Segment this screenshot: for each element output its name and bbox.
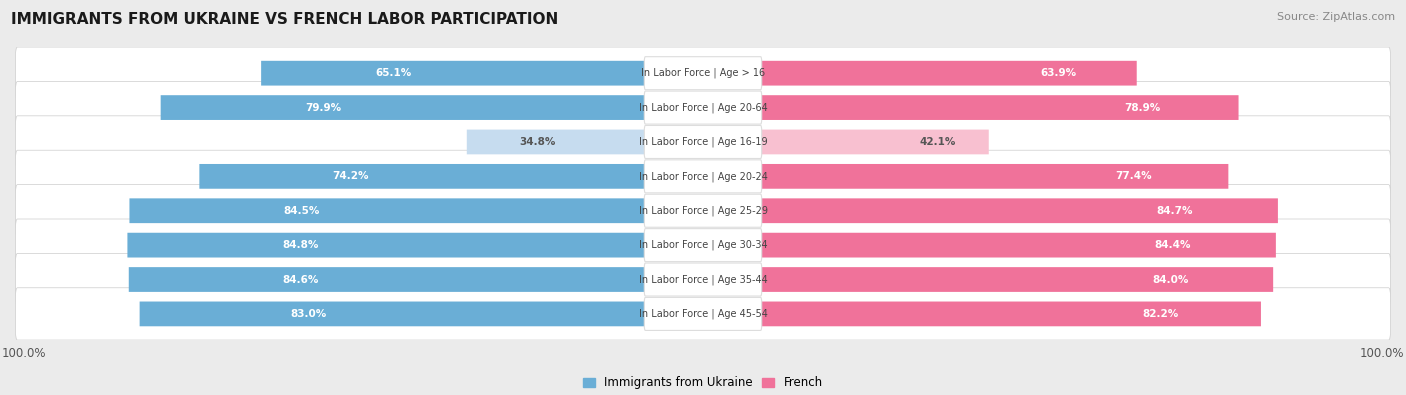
Text: 77.4%: 77.4% (1115, 171, 1152, 181)
Text: 82.2%: 82.2% (1143, 309, 1178, 319)
Text: In Labor Force | Age 35-44: In Labor Force | Age 35-44 (638, 274, 768, 285)
Text: 84.6%: 84.6% (283, 275, 319, 284)
FancyBboxPatch shape (200, 164, 703, 189)
FancyBboxPatch shape (703, 61, 1136, 86)
FancyBboxPatch shape (15, 219, 1391, 271)
FancyBboxPatch shape (703, 267, 1274, 292)
FancyBboxPatch shape (703, 301, 1261, 326)
FancyBboxPatch shape (467, 130, 703, 154)
Text: In Labor Force | Age 30-34: In Labor Force | Age 30-34 (638, 240, 768, 250)
Text: 74.2%: 74.2% (332, 171, 368, 181)
Text: In Labor Force | Age 45-54: In Labor Force | Age 45-54 (638, 308, 768, 319)
Text: 79.9%: 79.9% (305, 103, 342, 113)
FancyBboxPatch shape (644, 126, 762, 158)
FancyBboxPatch shape (703, 95, 1239, 120)
FancyBboxPatch shape (128, 233, 703, 258)
FancyBboxPatch shape (644, 263, 762, 296)
Text: 84.5%: 84.5% (284, 206, 319, 216)
Text: 78.9%: 78.9% (1123, 103, 1160, 113)
FancyBboxPatch shape (644, 194, 762, 227)
FancyBboxPatch shape (15, 150, 1391, 203)
Text: 42.1%: 42.1% (920, 137, 956, 147)
Text: 84.0%: 84.0% (1153, 275, 1188, 284)
FancyBboxPatch shape (644, 297, 762, 330)
Text: In Labor Force | Age 20-24: In Labor Force | Age 20-24 (638, 171, 768, 182)
FancyBboxPatch shape (160, 95, 703, 120)
Text: 65.1%: 65.1% (375, 68, 412, 78)
FancyBboxPatch shape (644, 229, 762, 261)
FancyBboxPatch shape (703, 164, 1229, 189)
FancyBboxPatch shape (15, 253, 1391, 306)
FancyBboxPatch shape (139, 301, 703, 326)
FancyBboxPatch shape (129, 198, 703, 223)
FancyBboxPatch shape (703, 198, 1278, 223)
Text: In Labor Force | Age 25-29: In Labor Force | Age 25-29 (638, 205, 768, 216)
Text: Source: ZipAtlas.com: Source: ZipAtlas.com (1277, 12, 1395, 22)
Text: 83.0%: 83.0% (291, 309, 326, 319)
Text: 84.4%: 84.4% (1154, 240, 1191, 250)
FancyBboxPatch shape (15, 184, 1391, 237)
Text: 84.8%: 84.8% (281, 240, 318, 250)
Text: In Labor Force | Age 16-19: In Labor Force | Age 16-19 (638, 137, 768, 147)
FancyBboxPatch shape (644, 57, 762, 90)
FancyBboxPatch shape (644, 160, 762, 193)
FancyBboxPatch shape (129, 267, 703, 292)
FancyBboxPatch shape (15, 288, 1391, 340)
FancyBboxPatch shape (15, 81, 1391, 134)
FancyBboxPatch shape (262, 61, 703, 86)
FancyBboxPatch shape (644, 91, 762, 124)
FancyBboxPatch shape (15, 116, 1391, 168)
Text: In Labor Force | Age > 16: In Labor Force | Age > 16 (641, 68, 765, 79)
Text: 34.8%: 34.8% (519, 137, 555, 147)
FancyBboxPatch shape (703, 233, 1275, 258)
Legend: Immigrants from Ukraine, French: Immigrants from Ukraine, French (583, 376, 823, 389)
Text: In Labor Force | Age 20-64: In Labor Force | Age 20-64 (638, 102, 768, 113)
Text: 63.9%: 63.9% (1040, 68, 1077, 78)
FancyBboxPatch shape (15, 47, 1391, 99)
Text: 84.7%: 84.7% (1156, 206, 1192, 216)
FancyBboxPatch shape (703, 130, 988, 154)
Text: IMMIGRANTS FROM UKRAINE VS FRENCH LABOR PARTICIPATION: IMMIGRANTS FROM UKRAINE VS FRENCH LABOR … (11, 12, 558, 27)
